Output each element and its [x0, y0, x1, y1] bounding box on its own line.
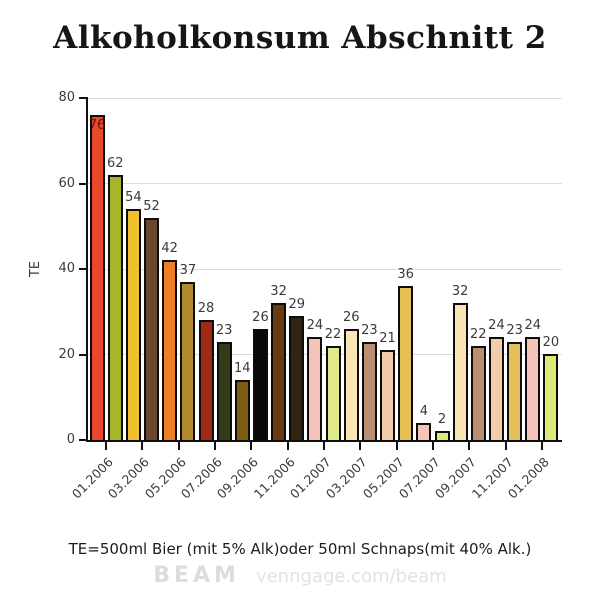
y-tick	[79, 439, 88, 441]
y-tick	[79, 182, 88, 185]
bar-value-label: 23	[506, 323, 523, 338]
y-tick-label: 40	[58, 261, 75, 276]
x-tick	[105, 442, 108, 450]
x-tick	[359, 442, 362, 450]
bar	[470, 346, 486, 442]
bar	[89, 115, 105, 442]
bar	[398, 286, 414, 442]
bar-value-label: 22	[470, 327, 487, 342]
bar	[289, 316, 305, 442]
gridline	[88, 354, 562, 355]
bar-value-label: 21	[379, 331, 396, 346]
y-tick	[79, 97, 88, 99]
bar	[488, 337, 504, 442]
bar-value-label: 14	[234, 361, 251, 376]
bar	[252, 329, 268, 442]
bar	[125, 209, 141, 442]
bar-value-label: 24	[488, 318, 505, 333]
bar-value-label: 36	[397, 267, 414, 282]
x-tick	[395, 442, 398, 450]
bar-value-label: 22	[324, 327, 342, 342]
x-tick	[214, 442, 217, 450]
bar-value-label: 24	[524, 318, 542, 333]
bar	[343, 329, 359, 442]
bar	[380, 350, 396, 442]
gridline	[88, 97, 562, 99]
bar	[452, 303, 468, 442]
y-tick	[79, 268, 88, 270]
bar	[234, 380, 250, 442]
x-tick	[540, 442, 543, 450]
bar	[434, 431, 450, 442]
y-tick-label: 60	[58, 175, 75, 191]
bar	[162, 260, 178, 442]
y-axis-line	[86, 97, 88, 442]
x-tick	[250, 442, 253, 450]
bar-value-label: 42	[161, 241, 178, 256]
x-tick	[286, 442, 289, 450]
bar	[107, 175, 123, 442]
chart-title: Alkoholkonsum Abschnitt 2	[53, 20, 547, 56]
bar	[307, 337, 323, 442]
bar-value-label: 54	[125, 190, 142, 205]
bar	[271, 303, 287, 442]
bar-value-label: 4	[419, 404, 428, 419]
y-tick-label: 20	[58, 346, 75, 362]
bar	[543, 354, 559, 442]
bar-value-label: 23	[215, 323, 233, 338]
y-tick-label: 0	[66, 432, 75, 447]
x-tick	[177, 442, 180, 450]
bar-value-label: 62	[106, 156, 124, 171]
bar-value-label: 26	[342, 310, 360, 325]
bar	[198, 320, 214, 442]
bar-value-label: 28	[197, 301, 215, 316]
bar	[507, 342, 523, 442]
bar-value-label: 32	[270, 284, 287, 299]
bar-value-label: 76	[88, 118, 106, 133]
bar	[325, 346, 341, 442]
x-tick	[431, 442, 434, 450]
gridline	[88, 183, 562, 184]
x-tick	[468, 442, 471, 450]
y-axis-title: TE	[28, 260, 43, 278]
bar	[525, 337, 541, 442]
bar-value-label: 20	[542, 335, 560, 350]
bar	[361, 342, 377, 442]
bar-value-label: 2	[437, 412, 447, 427]
x-tick	[323, 442, 325, 450]
x-tick	[141, 442, 144, 450]
y-tick	[79, 353, 88, 356]
bar-value-label: 37	[179, 263, 197, 278]
x-axis-line	[86, 440, 562, 442]
bar-value-label: 23	[361, 323, 378, 338]
footer-note: TE=500ml Bier (mit 5% Alk)oder 50ml Schn…	[68, 540, 532, 558]
watermark-brand: BEAM	[153, 563, 240, 588]
bar-value-label: 52	[143, 199, 160, 214]
bar-value-label: 24	[306, 318, 324, 333]
x-tick	[504, 442, 507, 450]
bar	[216, 342, 232, 442]
bar	[144, 218, 160, 442]
watermark-url: venngage.com/beam	[255, 566, 447, 587]
bar-value-label: 29	[288, 297, 306, 312]
watermark: BEAM venngage.com/beam	[0, 563, 600, 588]
gridline	[88, 268, 562, 270]
bar-value-label: 32	[451, 284, 469, 299]
bar	[180, 282, 196, 442]
bar-value-label: 26	[252, 310, 269, 325]
bar	[416, 423, 432, 442]
y-tick-label: 80	[58, 90, 75, 105]
